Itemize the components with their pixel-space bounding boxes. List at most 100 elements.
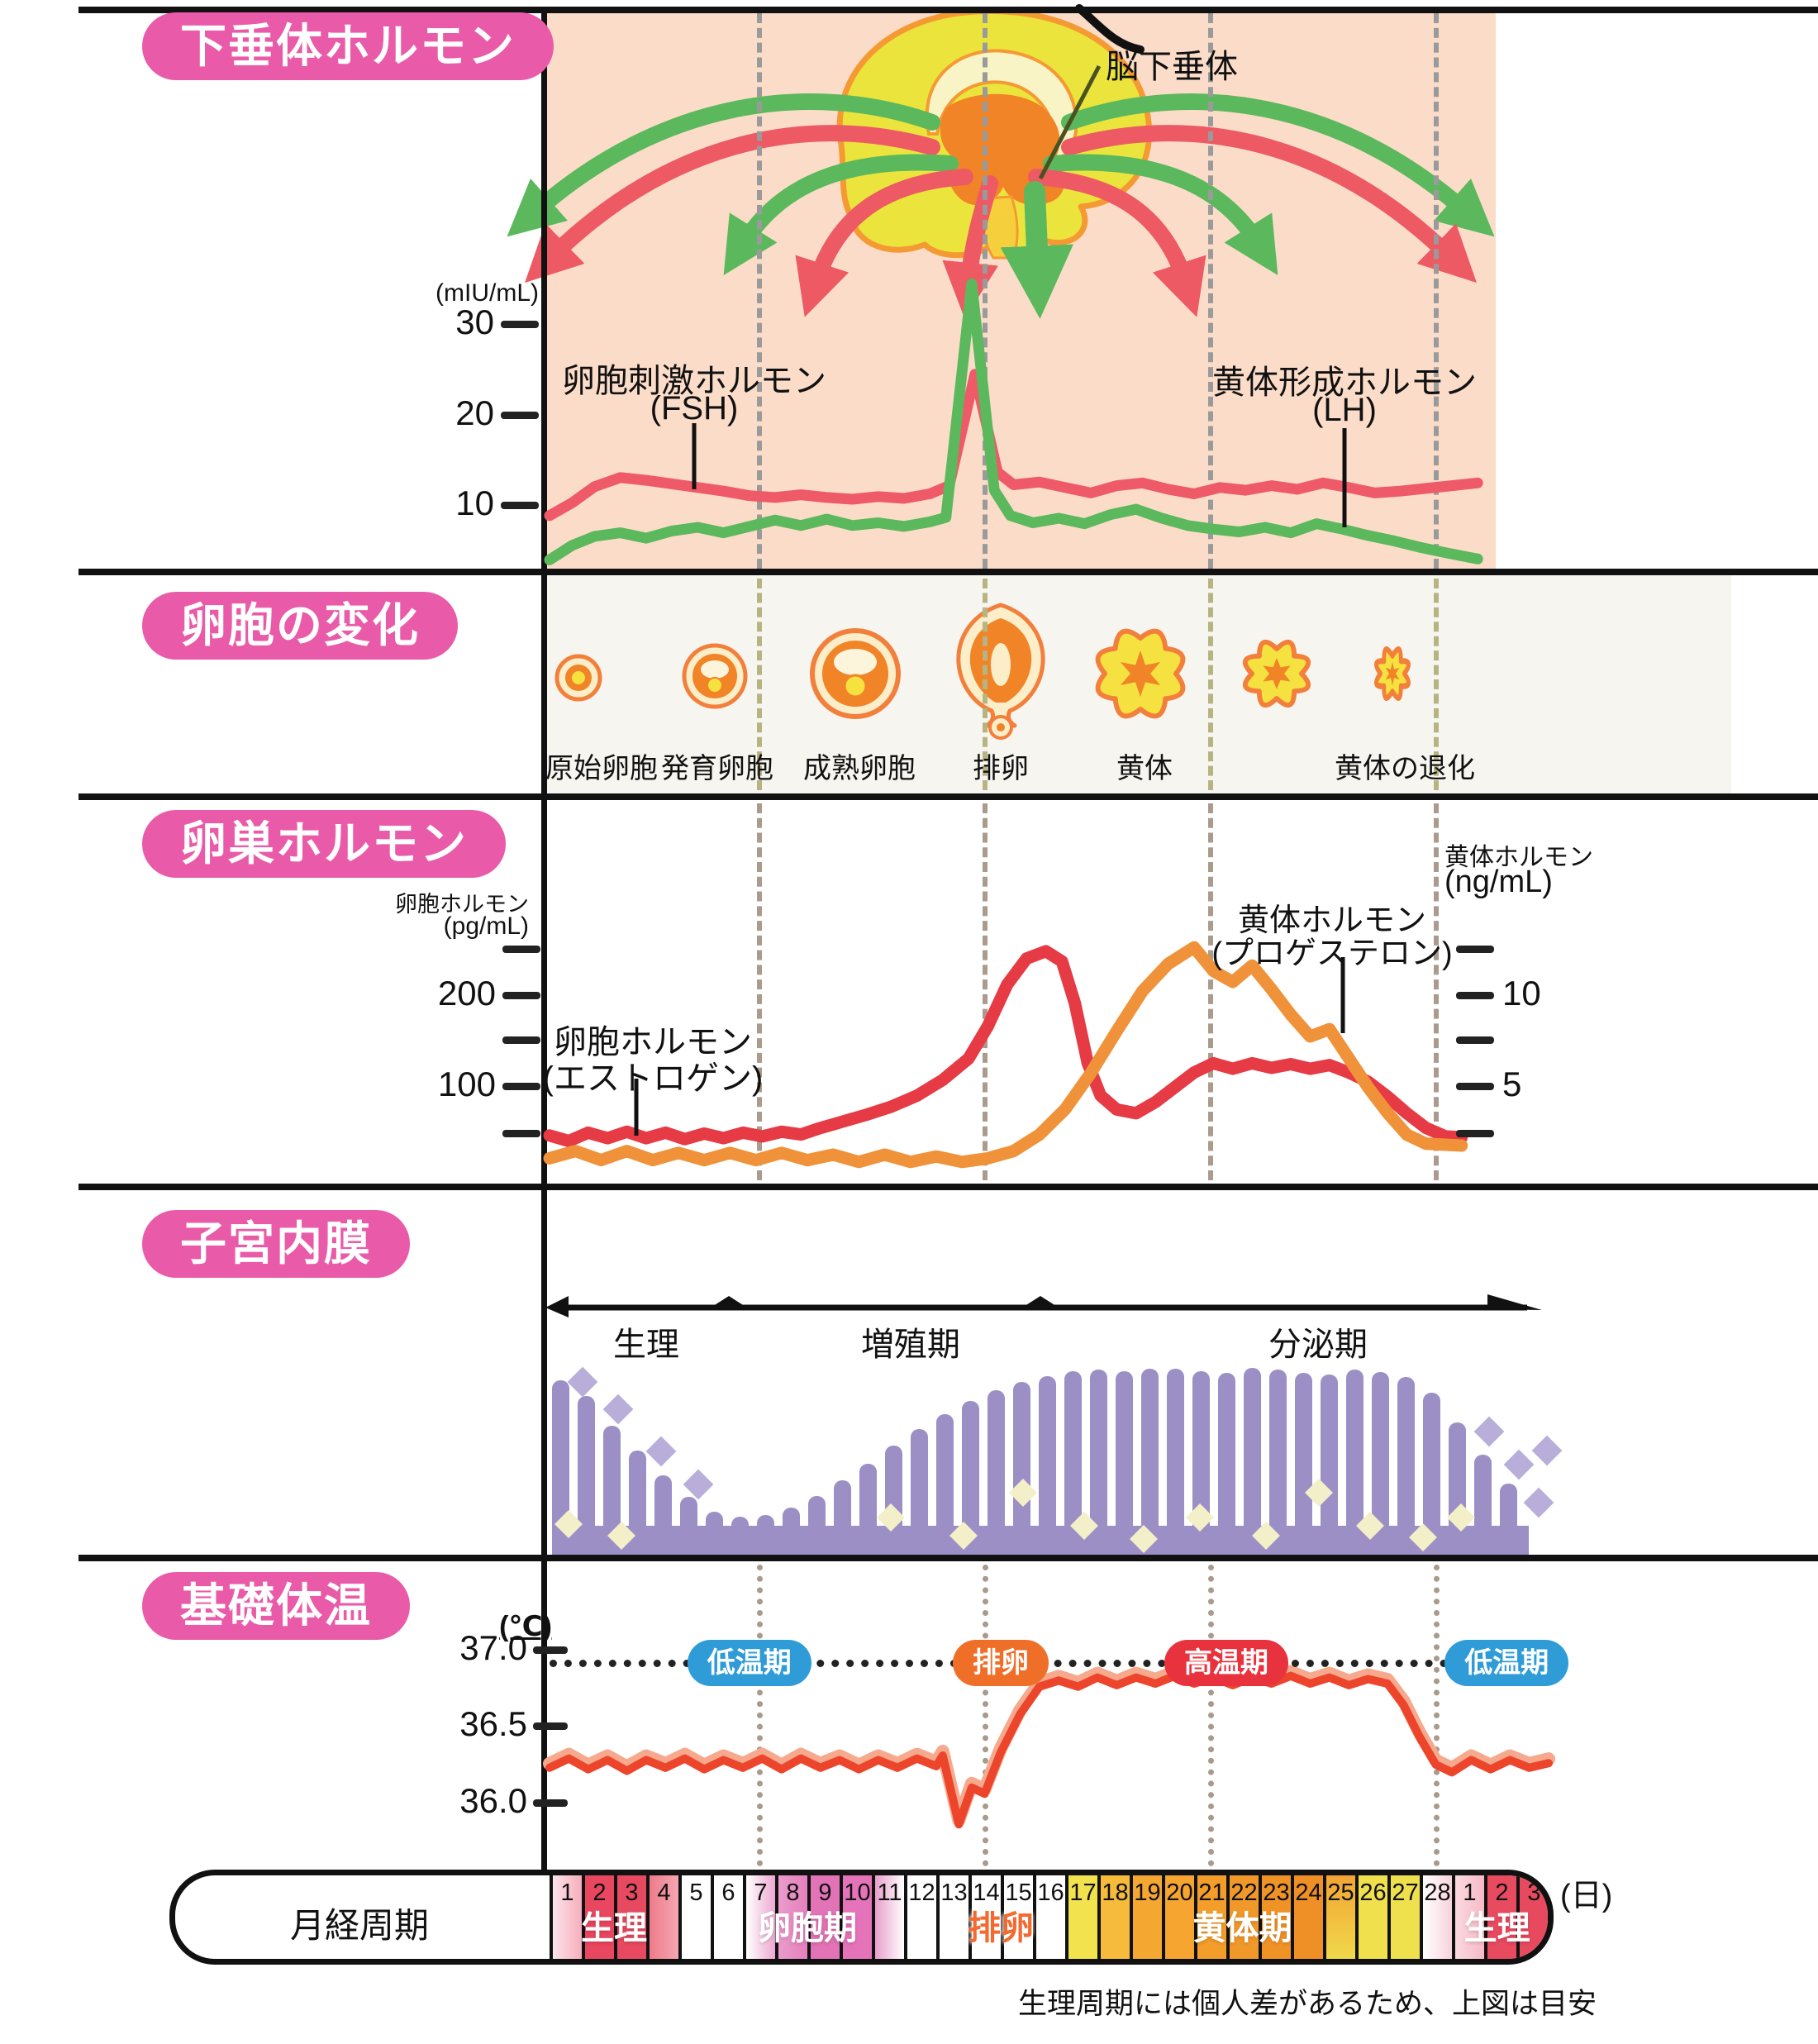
axis-tick bbox=[1456, 946, 1494, 953]
follicle-stages bbox=[554, 603, 1411, 740]
cycle-day-cell: 3 bbox=[614, 1875, 646, 1959]
pituitary-pointer bbox=[1038, 64, 1102, 180]
cycle-day-cell: 8 bbox=[775, 1875, 807, 1959]
gridline-day-boundary bbox=[982, 579, 988, 790]
cycle-day-number: 4 bbox=[657, 1880, 671, 1906]
stage-label-primordial: 原始卵胞 bbox=[545, 753, 658, 784]
cycle-day-number: 2 bbox=[1495, 1880, 1509, 1906]
axis-tick-label: 5 bbox=[1502, 1065, 1522, 1103]
axis-tick bbox=[1456, 1036, 1494, 1044]
cycle-day-number: 8 bbox=[786, 1880, 800, 1906]
left-axis-line bbox=[541, 10, 547, 1870]
separator-3 bbox=[79, 1184, 1818, 1190]
section-badge-pituitary: 下垂体ホルモン bbox=[142, 12, 554, 80]
separator-top bbox=[79, 7, 1818, 13]
fsh-label-line1: 卵胞刺激ホルモン bbox=[562, 363, 826, 399]
cycle-day-number: 28 bbox=[1424, 1880, 1451, 1906]
axis-tick-label: 20 bbox=[455, 393, 494, 432]
axis-tick bbox=[502, 1083, 540, 1090]
cycle-day-cell: 12 bbox=[904, 1875, 936, 1959]
cycle-day-cell: 6 bbox=[711, 1875, 743, 1959]
stage-label-ovulation: 排卵 bbox=[973, 753, 1029, 784]
progesterone-curve bbox=[543, 941, 1468, 1169]
cycle-day-cell: 19 bbox=[1130, 1875, 1162, 1959]
axis-tick bbox=[502, 946, 540, 953]
mature-follicle-icon bbox=[810, 628, 901, 719]
temperature-phase-badge: 高温期 bbox=[1164, 1640, 1288, 1686]
cycle-day-number: 6 bbox=[721, 1880, 735, 1906]
axis-tick-label: 10 bbox=[455, 483, 494, 522]
endometrium-illustration bbox=[552, 1366, 1563, 1556]
gridline-day-boundary bbox=[1433, 803, 1439, 1180]
ovarian-right-axis-title-line1: 黄体ホルモン bbox=[1444, 844, 1593, 871]
stage-label-cl-degeneration: 黄体の退化 bbox=[1335, 753, 1475, 784]
lh-arrow-right-inner bbox=[1043, 154, 1278, 275]
temperature-phase-badge: 低温期 bbox=[1444, 1640, 1569, 1686]
cycle-day-cell: 11 bbox=[872, 1875, 904, 1959]
cycle-day-cell: 14 bbox=[968, 1875, 1001, 1959]
fsh-arrow-left-inner bbox=[795, 169, 973, 317]
axis-tick bbox=[533, 1646, 568, 1654]
gridline-day-boundary bbox=[756, 579, 762, 790]
cycle-day-number: 19 bbox=[1134, 1880, 1161, 1906]
footnote: 生理周期には個人差があるため、上図は目安 bbox=[1017, 1988, 1597, 2020]
endometrium-phase-bracket bbox=[545, 1294, 1542, 1317]
separator-4 bbox=[79, 1555, 1818, 1561]
fsh-label-line2: (FSH) bbox=[650, 390, 739, 426]
cycle-day-cell: 10 bbox=[840, 1875, 872, 1959]
axis-tick bbox=[533, 1799, 568, 1807]
ovarian-left-axis-title-line2: (pg/mL) bbox=[443, 912, 529, 940]
cycle-day-number: 27 bbox=[1392, 1880, 1419, 1906]
endometrium-phase-proliferative: 増殖期 bbox=[861, 1327, 960, 1363]
axis-tick bbox=[501, 412, 539, 419]
endometrium-phase-secretory: 分泌期 bbox=[1268, 1327, 1368, 1363]
gridline-day-boundary bbox=[982, 803, 988, 1180]
cycle-phase-label: 排卵 bbox=[968, 1910, 1034, 1946]
cycle-day-cell: 16 bbox=[1033, 1875, 1065, 1959]
cycle-day-cell: 22 bbox=[1226, 1875, 1259, 1959]
cycle-day-number: 11 bbox=[877, 1880, 902, 1906]
cycle-day-number: 1 bbox=[1463, 1880, 1477, 1906]
progesterone-label-line2: (プロゲステロン) bbox=[1211, 936, 1453, 971]
cycle-day-number: 9 bbox=[818, 1880, 832, 1906]
cycle-day-number: 20 bbox=[1166, 1880, 1193, 1906]
cycle-day-number: 18 bbox=[1102, 1880, 1129, 1906]
axis-tick bbox=[501, 502, 539, 509]
progesterone-label-line1: 黄体ホルモン bbox=[1237, 903, 1427, 938]
estrogen-label-line2: (エストロゲン) bbox=[542, 1060, 764, 1097]
axis-tick bbox=[502, 1130, 540, 1137]
cycle-day-cell: 9 bbox=[807, 1875, 840, 1959]
stage-label-mature: 成熟卵胞 bbox=[803, 753, 916, 784]
lh-arrow-right-outer bbox=[1061, 93, 1495, 237]
stage-label-corpus-luteum: 黄体 bbox=[1116, 753, 1173, 784]
cycle-day-cell: 5 bbox=[678, 1875, 711, 1959]
cycle-day-number: 22 bbox=[1230, 1880, 1258, 1906]
axis-tick bbox=[1456, 1083, 1494, 1090]
gridline-day-boundary bbox=[1433, 579, 1439, 790]
fsh-arrow-right-inner bbox=[1028, 169, 1206, 317]
cycle-day-cell: 26 bbox=[1355, 1875, 1387, 1959]
axis-tick bbox=[501, 321, 539, 328]
cycle-day-number: 12 bbox=[908, 1880, 935, 1906]
gridline-day-boundary bbox=[1433, 13, 1439, 569]
axis-tick bbox=[502, 992, 540, 999]
cycle-day-number: 7 bbox=[754, 1880, 768, 1906]
cycle-day-cell: 21 bbox=[1194, 1875, 1226, 1959]
primordial-follicle-icon bbox=[554, 654, 602, 702]
cycle-day-number: 21 bbox=[1198, 1880, 1225, 1906]
section-badge-temperature: 基礎体温 bbox=[142, 1572, 410, 1640]
temperature-phase-badge: 低温期 bbox=[687, 1640, 811, 1686]
cycle-day-number: 25 bbox=[1327, 1880, 1354, 1906]
cycle-day-cell: 15 bbox=[1001, 1875, 1033, 1959]
cycle-day-cell: 18 bbox=[1097, 1875, 1130, 1959]
corpus-luteum-icon bbox=[1095, 628, 1186, 719]
cycle-day-number: 2 bbox=[593, 1880, 607, 1906]
section-badge-follicle: 卵胞の変化 bbox=[142, 592, 458, 660]
separator-2 bbox=[79, 793, 1818, 800]
degenerating-corpus-luteum-icon-2 bbox=[1374, 646, 1411, 701]
brain-outline-swoosh bbox=[1075, 4, 1145, 54]
fsh-arrow-left-outer bbox=[525, 125, 940, 283]
temperature-unit-label: (℃) bbox=[499, 1611, 552, 1642]
